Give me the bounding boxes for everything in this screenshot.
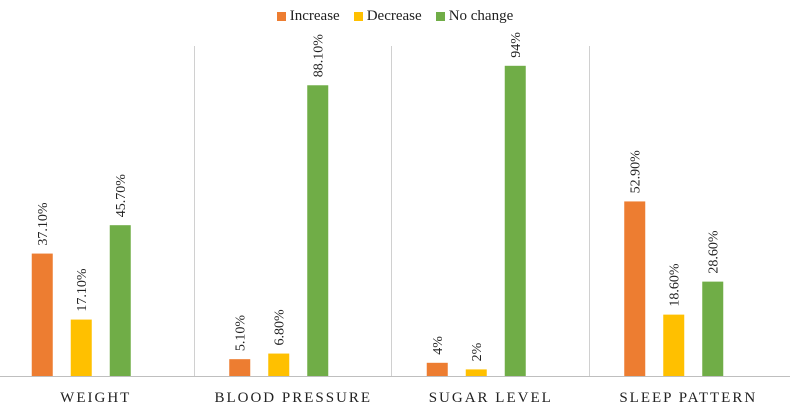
legend-item-no-change: No change xyxy=(435,8,514,25)
legend-item-increase: Increase xyxy=(276,8,340,25)
data-label: 52.90% xyxy=(629,150,644,194)
bar-no-change xyxy=(307,85,329,377)
bar-decrease xyxy=(70,319,92,376)
legend-swatch-decrease xyxy=(353,12,363,21)
category-label: BLOOD PRESSURE xyxy=(214,390,372,406)
legend-label-no-change: No change xyxy=(448,8,514,24)
chart-legend: Increase Decrease No change xyxy=(0,8,790,25)
data-label: 2% xyxy=(470,342,485,361)
data-label: 18.60% xyxy=(668,263,683,307)
bar-decrease xyxy=(663,314,685,376)
legend-label-decrease: Decrease xyxy=(366,8,422,24)
data-label: 45.70% xyxy=(114,174,129,218)
bar-increase xyxy=(624,201,646,376)
data-label: 5.10% xyxy=(234,315,249,352)
bar-no-change xyxy=(702,281,724,376)
data-label: 37.10% xyxy=(36,202,51,246)
data-label: 28.60% xyxy=(707,230,722,274)
bar-decrease xyxy=(268,353,290,376)
bar-decrease xyxy=(465,369,487,376)
legend-item-decrease: Decrease xyxy=(353,8,422,25)
data-label: 4% xyxy=(431,336,446,355)
bar-no-change xyxy=(504,65,526,377)
data-label: 6.80% xyxy=(273,309,288,346)
data-label: 88.10% xyxy=(312,34,327,78)
bar-increase xyxy=(229,359,251,376)
data-label: 94% xyxy=(509,32,524,58)
category-label: SUGAR LEVEL xyxy=(429,390,553,406)
category-label: WEIGHT xyxy=(60,390,131,406)
bar-increase xyxy=(31,253,53,376)
data-label: 17.10% xyxy=(75,268,90,312)
legend-label-increase: Increase xyxy=(289,8,340,24)
category-label: SLEEP PATTERN xyxy=(619,390,757,406)
bar-no-change xyxy=(109,225,131,376)
legend-swatch-increase xyxy=(276,12,286,21)
bar-increase xyxy=(426,362,448,376)
legend-swatch-no-change xyxy=(435,12,445,21)
